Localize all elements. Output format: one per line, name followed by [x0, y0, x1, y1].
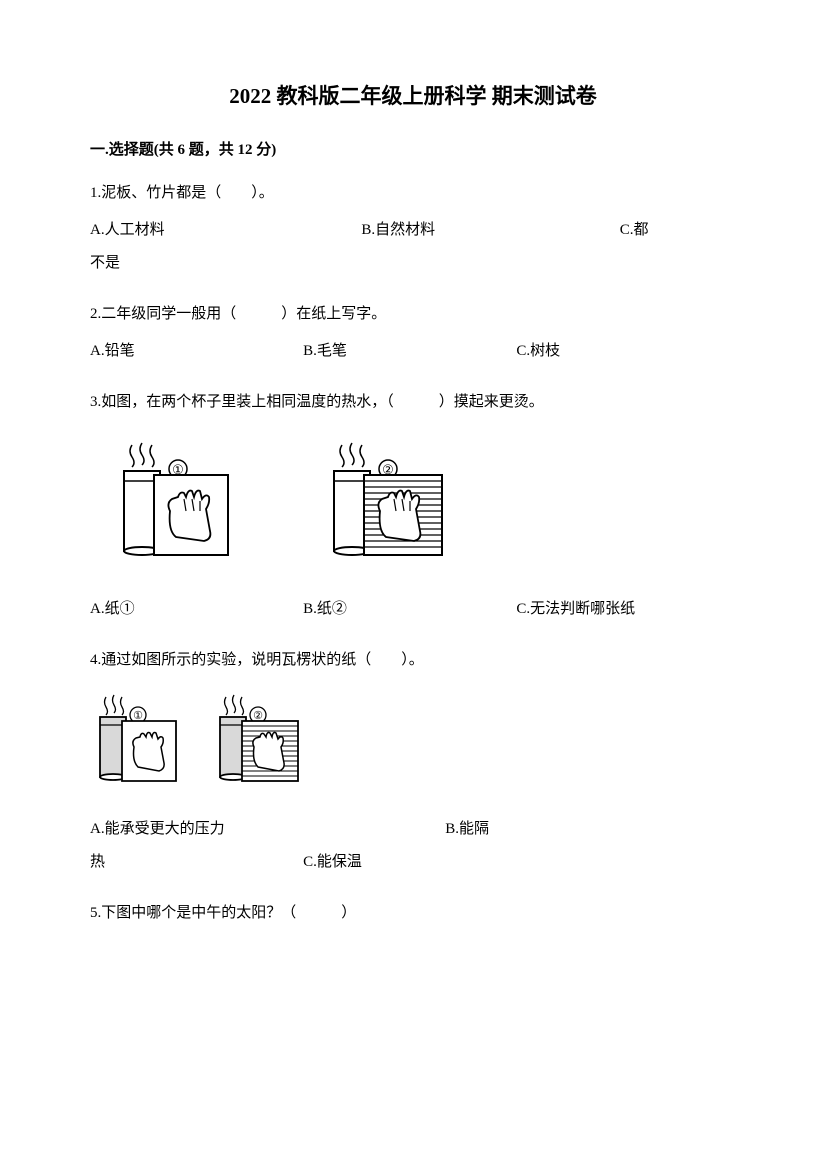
section-header: 一.选择题(共 6 题，共 12 分) [90, 138, 736, 159]
question-2: 2.二年级同学一般用（ ）在纸上写字。 A.铅笔 B.毛笔 C.树枝 [90, 298, 736, 368]
q4-option-b-wrap: 热 [90, 846, 303, 879]
q4-figure-2: ② [210, 693, 310, 793]
q2-text: 2.二年级同学一般用（ ）在纸上写字。 [90, 298, 736, 331]
q2-option-b: B.毛笔 [303, 335, 516, 368]
question-3: 3.如图，在两个杯子里装上相同温度的热水，（ ）摸起来更烫。 ① [90, 386, 736, 626]
q1-option-a: A.人工材料 [90, 214, 361, 247]
q2-options: A.铅笔 B.毛笔 C.树枝 [90, 335, 736, 368]
q1-text: 1.泥板、竹片都是（ ）。 [90, 177, 736, 210]
q4-option-c: C.能保温 [303, 846, 736, 879]
q1-option-c-wrap: 不是 [90, 247, 736, 280]
q2-option-a: A.铅笔 [90, 335, 303, 368]
q4-option-b: B.能隔 [445, 813, 736, 846]
question-5: 5.下图中哪个是中午的太阳？（ ） [90, 897, 736, 930]
question-4: 4.通过如图所示的实验，说明瓦楞状的纸（ ）。 ① ② [90, 644, 736, 879]
q1-option-b: B.自然材料 [361, 214, 619, 247]
q3-option-c: C.无法判断哪张纸 [516, 593, 736, 626]
q4-option-a: A.能承受更大的压力 [90, 813, 445, 846]
page-title: 2022 教科版二年级上册科学 期末测试卷 [90, 80, 736, 110]
q1-options: A.人工材料 B.自然材料 C.都 不是 [90, 214, 736, 280]
q3-figures: ① ② [110, 439, 736, 569]
q3-text: 3.如图，在两个杯子里装上相同温度的热水，（ ）摸起来更烫。 [90, 386, 736, 419]
q5-text: 5.下图中哪个是中午的太阳？（ ） [90, 897, 736, 930]
q4-figures: ① ② [90, 693, 736, 793]
question-1: 1.泥板、竹片都是（ ）。 A.人工材料 B.自然材料 C.都 不是 [90, 177, 736, 280]
q4-options-row2: 热 C.能保温 [90, 846, 736, 879]
q2-option-c: C.树枝 [516, 335, 736, 368]
q3-option-a: A.纸① [90, 593, 303, 626]
q4-figure-1: ① [90, 693, 190, 793]
q4-text: 4.通过如图所示的实验，说明瓦楞状的纸（ ）。 [90, 644, 736, 677]
q3-figure-2: ② [320, 439, 470, 569]
q3-options: A.纸① B.纸② C.无法判断哪张纸 [90, 593, 736, 626]
q4-options-row1: A.能承受更大的压力 B.能隔 [90, 813, 736, 846]
q3-option-b: B.纸② [303, 593, 516, 626]
q1-option-c: C.都 [620, 214, 736, 247]
q3-figure-1: ① [110, 439, 260, 569]
